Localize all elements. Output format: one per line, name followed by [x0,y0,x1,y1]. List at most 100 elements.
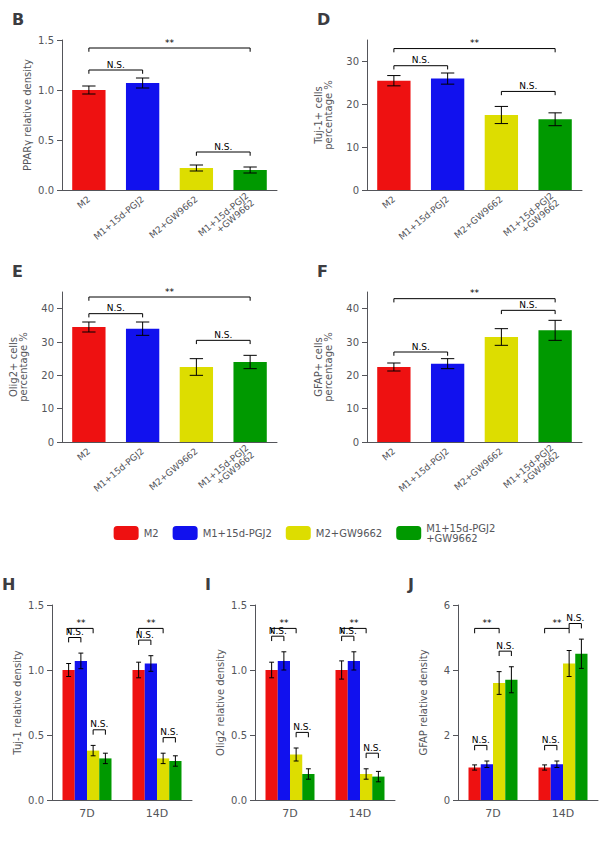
svg-text:N.S.: N.S. [496,641,514,651]
svg-text:N.S.: N.S. [542,735,560,745]
svg-text:20: 20 [41,370,54,381]
svg-text:Tuj-1 relative density: Tuj-1 relative density [12,650,23,756]
svg-text:N.S.: N.S. [214,330,232,340]
svg-text:1.5: 1.5 [28,600,44,611]
svg-text:14D: 14D [552,807,574,820]
svg-text:N.S.: N.S. [566,613,584,623]
svg-text:1.0: 1.0 [28,665,44,676]
svg-text:0.5: 0.5 [28,730,44,741]
svg-text:0: 0 [353,437,359,448]
svg-text:0: 0 [444,795,450,806]
svg-text:M1+15d-PGJ2: M1+15d-PGJ2 [92,446,146,494]
svg-text:14D: 14D [349,807,371,820]
svg-text:M1+15d-PGJ2: M1+15d-PGJ2 [92,194,146,242]
svg-text:**: ** [146,618,156,628]
svg-text:40: 40 [41,303,54,314]
svg-text:percentage %: percentage % [323,80,334,150]
svg-text:0.5: 0.5 [231,730,247,741]
svg-text:N.S.: N.S. [160,727,178,737]
svg-text:N.S.: N.S. [412,342,430,352]
svg-text:10: 10 [346,142,359,153]
svg-text:**: ** [165,38,175,48]
svg-text:0.0: 0.0 [38,185,54,196]
svg-text:M1+15d-PGJ2: M1+15d-PGJ2 [196,442,251,491]
svg-text:N.S.: N.S. [269,626,287,636]
svg-text:M2+GW9662: M2+GW9662 [147,446,199,492]
svg-text:N.S.: N.S. [363,743,381,753]
svg-text:M2: M2 [380,446,397,462]
svg-text:+GW9662: +GW9662 [214,198,256,235]
svg-text:10: 10 [41,403,54,414]
svg-text:B: B [12,10,24,29]
svg-text:2: 2 [444,730,450,741]
svg-text:0.0: 0.0 [28,795,44,806]
svg-text:0: 0 [353,185,359,196]
svg-text:M2: M2 [75,194,92,210]
svg-text:M2+GW9662: M2+GW9662 [147,194,199,240]
svg-text:N.S.: N.S. [293,722,311,732]
svg-text:+GW9662: +GW9662 [426,533,477,544]
svg-text:**: ** [552,618,562,628]
svg-text:**: ** [165,287,175,297]
svg-text:+GW9662: +GW9662 [519,450,561,487]
svg-text:percentage %: percentage % [323,332,334,402]
svg-text:20: 20 [346,99,359,110]
svg-text:N.S.: N.S. [412,55,430,65]
svg-text:0.0: 0.0 [231,795,247,806]
svg-text:M1+15d-PGJ2: M1+15d-PGJ2 [397,194,451,242]
svg-text:M1+15d-PGJ2: M1+15d-PGJ2 [196,190,251,239]
svg-text:M2+GW9662: M2+GW9662 [452,446,504,492]
svg-text:6: 6 [444,600,450,611]
svg-text:F: F [317,262,328,281]
svg-text:N.S.: N.S. [519,81,537,91]
svg-text:**: ** [470,288,480,298]
svg-text:30: 30 [41,337,54,348]
svg-text:+GW9662: +GW9662 [214,450,256,487]
svg-text:N.S.: N.S. [90,719,108,729]
svg-text:M2+GW9662: M2+GW9662 [452,194,504,240]
svg-text:Olig2 relative density: Olig2 relative density [215,649,226,756]
svg-text:N.S.: N.S. [339,626,357,636]
svg-text:7D: 7D [282,807,297,820]
svg-text:N.S.: N.S. [66,627,84,637]
svg-text:1.5: 1.5 [231,600,247,611]
svg-text:30: 30 [346,56,359,67]
svg-text:M2: M2 [380,194,397,210]
svg-text:E: E [12,262,23,281]
svg-text:0.5: 0.5 [38,135,54,146]
svg-text:H: H [2,575,15,594]
svg-text:N.S.: N.S. [107,303,125,313]
svg-text:percentage %: percentage % [18,332,29,402]
svg-text:N.S.: N.S. [472,735,490,745]
svg-text:1.0: 1.0 [231,665,247,676]
svg-text:**: ** [482,618,492,628]
svg-text:20: 20 [346,370,359,381]
svg-text:M1+15d-PGJ2: M1+15d-PGJ2 [501,190,556,239]
svg-text:7D: 7D [79,807,94,820]
svg-text:M2+GW9662: M2+GW9662 [316,528,382,539]
svg-text:N.S.: N.S. [519,300,537,310]
svg-text:1.5: 1.5 [38,35,54,46]
svg-text:+GW9662: +GW9662 [519,198,561,235]
svg-text:4: 4 [444,665,450,676]
svg-text:14D: 14D [146,807,168,820]
svg-text:7D: 7D [485,807,500,820]
svg-text:10: 10 [346,403,359,414]
svg-text:**: ** [470,38,480,48]
svg-text:N.S.: N.S. [107,60,125,70]
svg-text:N.S.: N.S. [136,630,154,640]
svg-text:M1+15d-PGJ2: M1+15d-PGJ2 [397,446,451,494]
svg-text:40: 40 [346,303,359,314]
svg-text:N.S.: N.S. [214,142,232,152]
svg-text:M2: M2 [144,528,159,539]
svg-text:M2: M2 [75,446,92,462]
svg-text:30: 30 [346,337,359,348]
svg-text:1.0: 1.0 [38,85,54,96]
svg-text:I: I [205,575,211,594]
svg-text:M1+15d-PGJ2: M1+15d-PGJ2 [203,528,272,539]
svg-text:D: D [317,10,330,29]
svg-text:J: J [407,575,414,594]
svg-text:0: 0 [48,437,54,448]
svg-text:GFAP relative density: GFAP relative density [418,649,429,755]
svg-text:PPARγ relative density: PPARγ relative density [22,59,33,171]
